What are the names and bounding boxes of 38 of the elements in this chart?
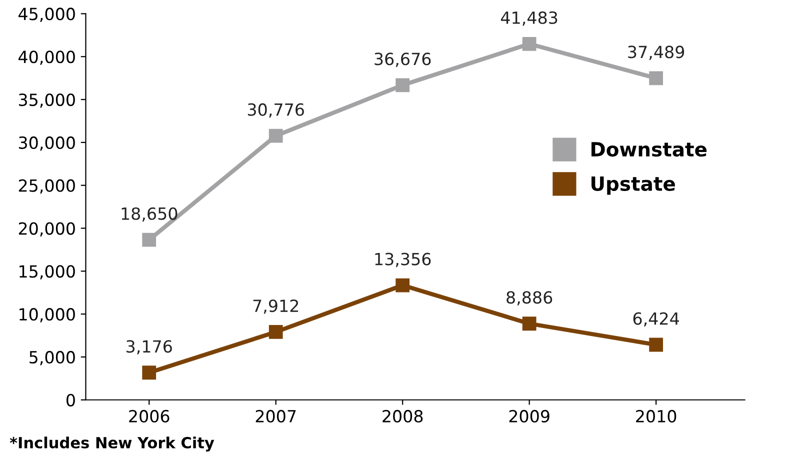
data-label: 8,886: [506, 291, 552, 306]
y-tick-label: 5,000: [30, 350, 75, 366]
data-label: 41,483: [500, 11, 558, 26]
data-label: 37,489: [628, 46, 684, 60]
y-tick-label: 40,000: [18, 50, 75, 65]
point: [142, 232, 156, 247]
point: [142, 366, 156, 380]
point: [396, 78, 410, 92]
point: [522, 316, 536, 331]
y-tick-label: 10,000: [20, 308, 75, 322]
y-tick-label: 20,000: [18, 222, 75, 237]
point: [649, 71, 664, 86]
x-tick-label: 2007: [256, 410, 296, 422]
legend-label: Downstate: [592, 142, 707, 157]
point: [268, 325, 283, 339]
y-tick-label: 0: [66, 394, 75, 406]
x-tick-label: 2008: [382, 410, 423, 422]
y-tick-label: 15,000: [20, 265, 75, 280]
text: *Includes New York City: [10, 436, 214, 452]
x-tick-label: 2009: [509, 410, 550, 422]
data-label: 6,424: [633, 312, 679, 327]
data-label: 36,676: [374, 52, 431, 67]
data-label: 7,912: [253, 299, 298, 314]
point: [522, 36, 536, 51]
point: [396, 278, 410, 292]
y-tick-label: 45,000: [18, 8, 75, 22]
y-tick-label: 25,000: [18, 179, 75, 194]
data-label: 13,356: [375, 252, 431, 268]
x-tick-label: 2010: [636, 410, 676, 422]
data-label: 18,650: [122, 207, 178, 222]
y-tick-label: 35,000: [18, 93, 75, 108]
y-tick-label: 30,000: [18, 136, 75, 151]
point: [268, 128, 283, 143]
x-tick-label: 2006: [129, 410, 170, 422]
legend-label: Upstate: [592, 176, 675, 195]
point: [649, 338, 664, 352]
data-label: 3,176: [126, 340, 172, 354]
data-label: 30,776: [248, 103, 304, 118]
